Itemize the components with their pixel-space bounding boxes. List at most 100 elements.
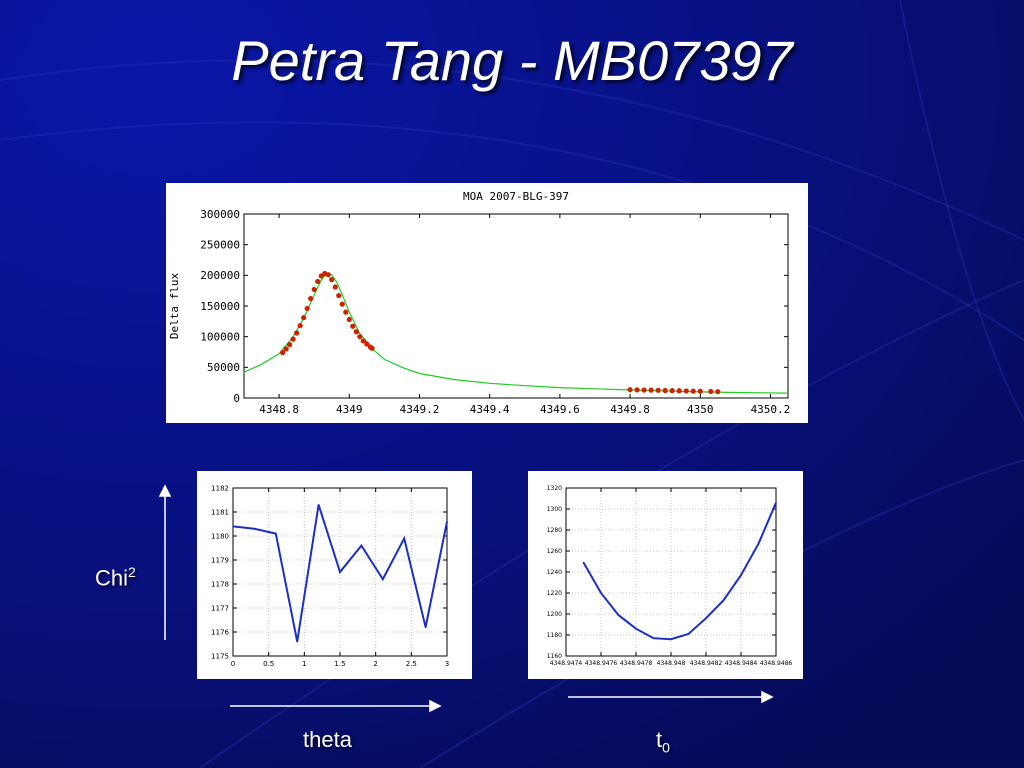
data-point — [357, 334, 363, 340]
x-tick-label: 4348.9486 — [760, 660, 793, 667]
x-tick-label: 4350 — [687, 403, 714, 416]
chi2-theta-point — [360, 544, 363, 547]
x-tick-label: 4349.4 — [470, 403, 510, 416]
x-tick-label: 1 — [302, 660, 306, 668]
chi2-t0-point — [617, 614, 620, 616]
t0-chi2-chart: 4348.9474 4348.9476 4348.9478 4348.948 4348.… — [547, 485, 793, 667]
data-point — [648, 387, 654, 393]
data-point — [290, 336, 296, 342]
chi2-theta-point — [339, 571, 341, 573]
data-point — [669, 388, 675, 394]
chi2-theta-point — [296, 640, 298, 643]
x-tick-label: 3 — [445, 660, 449, 668]
x-tick-label: 4349.6 — [540, 403, 580, 416]
chi2-t0-point — [722, 599, 725, 602]
y-tick-label: 1220 — [547, 590, 562, 597]
y-tick-label: 1180 — [547, 632, 562, 639]
y-tick-label: 1240 — [547, 569, 562, 576]
y-tick-label: 100000 — [200, 331, 240, 344]
data-point — [315, 278, 321, 285]
x-tick-label: 4348.8 — [259, 403, 299, 416]
data-point — [662, 387, 668, 394]
chi2-t0-point — [635, 627, 637, 630]
y-tick-label: 1200 — [547, 611, 562, 618]
slide-title: Petra Tang - MB07397 — [231, 29, 793, 92]
x-tick-label: 4348.9482 — [690, 660, 723, 667]
data-point — [350, 323, 356, 329]
t0-label: t0 — [656, 727, 670, 756]
y-tick-label: 1176 — [211, 628, 229, 636]
chi2-theta-point — [253, 528, 256, 530]
chi2-t0-point — [652, 637, 655, 639]
y-tick-label: 50000 — [207, 361, 240, 374]
chi2-t0-point — [740, 574, 742, 576]
x-tick-label: 4350.2 — [751, 403, 791, 416]
y-tick-label: 1280 — [547, 527, 562, 534]
chi2-t0-point — [757, 542, 760, 545]
data-point — [634, 387, 640, 393]
y-tick-label: 1178 — [211, 580, 229, 588]
data-point — [304, 305, 310, 312]
x-tick-label: 4348.948 — [657, 660, 686, 667]
y-tick-label: 150000 — [200, 300, 240, 313]
x-tick-label: 0 — [231, 660, 235, 668]
data-point — [308, 296, 314, 302]
x-tick-label: 4348.9478 — [620, 660, 653, 667]
chi2-t0-point — [775, 501, 777, 504]
chi2-theta-point — [424, 626, 427, 628]
y-tick-label: 1179 — [211, 556, 229, 564]
x-tick-label: 4348.9484 — [725, 660, 758, 667]
chi2-t0-point — [687, 633, 690, 635]
y-axis-label: Delta flux — [168, 273, 181, 340]
x-tick-label: 4349.2 — [400, 403, 440, 416]
x-tick-label: 4348.9476 — [585, 660, 618, 667]
data-point — [301, 315, 307, 321]
x-tick-label: 4348.9474 — [550, 660, 583, 667]
data-point — [360, 338, 366, 344]
theta-arrow-head — [429, 699, 442, 713]
data-point — [280, 350, 286, 356]
data-point — [283, 346, 289, 352]
x-tick-label: 1.5 — [334, 660, 345, 668]
data-point — [641, 387, 647, 393]
y-tick-label: 1160 — [547, 653, 562, 660]
data-point — [353, 329, 359, 335]
chi2-t0-point — [705, 617, 707, 619]
chi2-t0-point — [582, 561, 585, 564]
chi2-theta-point — [275, 532, 277, 535]
data-point — [683, 388, 689, 394]
data-point — [311, 286, 317, 293]
data-point — [697, 388, 703, 394]
data-point — [346, 316, 352, 323]
chi2-t0-line — [582, 502, 777, 641]
y-tick-label: 1180 — [211, 532, 229, 540]
y-tick-label: 1260 — [547, 548, 562, 555]
y-tick-label: 1181 — [211, 508, 229, 516]
chi2-theta-point — [382, 578, 384, 580]
y-tick-label: 200000 — [200, 269, 240, 282]
y-tick-label: 1175 — [211, 652, 229, 660]
y-tick-label: 1300 — [547, 506, 562, 513]
data-point — [325, 272, 331, 278]
x-tick-label: 4349.8 — [610, 403, 650, 416]
x-tick-label: 0.5 — [263, 660, 274, 668]
y-tick-label: 1177 — [211, 604, 229, 612]
data-point — [655, 387, 661, 393]
data-point — [715, 389, 721, 395]
y-tick-label: 250000 — [200, 239, 240, 252]
theta-chi2-chart: 0 0.5 1 1.5 2 2.5 3 1175 1176 1177 1178 1179 1180 118… — [211, 484, 449, 668]
data-point — [329, 277, 335, 283]
data-point — [287, 342, 293, 348]
theta-chi2-panel: 0 0.5 1 1.5 2 2.5 3 1175 1176 1177 1178 1179 1180 118… — [197, 471, 472, 679]
data-point — [332, 284, 338, 290]
chi2-theta-point — [446, 520, 448, 523]
chi2-label: Chi2 — [95, 564, 136, 591]
light-curve-chart: 4348.8 4349 4349.2 4349.4 4349.6 4349.8 4350 43… — [168, 190, 791, 416]
y-tick-label: 1320 — [547, 485, 562, 492]
data-point — [339, 301, 345, 307]
data-point — [690, 388, 696, 394]
data-point — [676, 388, 682, 394]
chart-title: MOA 2007-BLG-397 — [463, 190, 569, 203]
data-point — [708, 388, 714, 395]
x-tick-label: 2 — [373, 660, 377, 668]
